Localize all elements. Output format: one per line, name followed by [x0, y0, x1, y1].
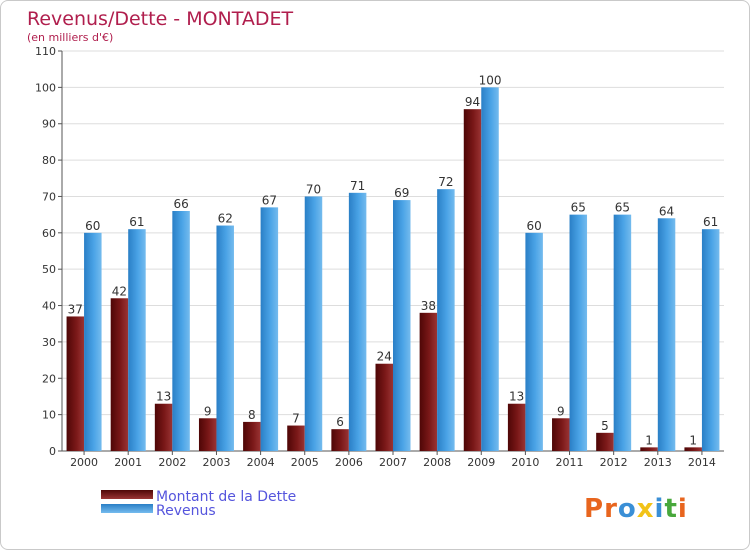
data-label: 1 — [689, 433, 697, 447]
data-label: 72 — [438, 175, 453, 189]
data-label: 7 — [292, 412, 300, 426]
x-tick-label: 2008 — [423, 456, 451, 469]
data-label: 5 — [601, 419, 609, 433]
y-tick-label: 40 — [42, 300, 56, 313]
data-label: 8 — [248, 408, 256, 422]
bar-revenus — [84, 232, 102, 451]
x-tick-label: 2006 — [335, 456, 363, 469]
data-label: 70 — [306, 182, 321, 196]
y-tick-label: 10 — [42, 409, 56, 422]
bar-revenus — [348, 192, 367, 451]
data-label: 37 — [68, 302, 83, 316]
bar-dette — [596, 432, 614, 451]
y-tick-label: 110 — [35, 45, 56, 58]
data-label: 1 — [645, 433, 653, 447]
y-tick-label: 80 — [42, 154, 56, 167]
y-tick-label: 60 — [42, 227, 56, 240]
chart-title: Revenus/Dette - MONTADET — [27, 8, 294, 30]
x-tick-label: 2013 — [644, 456, 672, 469]
y-tick-label: 50 — [42, 263, 56, 276]
data-label: 100 — [479, 73, 502, 87]
data-label: 61 — [129, 215, 144, 229]
y-tick-label: 20 — [42, 372, 56, 385]
bar-revenus — [657, 218, 676, 451]
bar-dette — [243, 421, 261, 451]
x-tick-label: 2010 — [511, 456, 539, 469]
bar-revenus — [260, 207, 279, 451]
data-label: 13 — [509, 390, 524, 404]
proxiti-logo: Proxiti — [584, 494, 688, 524]
data-label: 94 — [465, 95, 480, 109]
y-tick-label: 30 — [42, 336, 56, 349]
x-tick-label: 2005 — [291, 456, 319, 469]
x-tick-label: 2011 — [556, 456, 584, 469]
bar-revenus — [437, 189, 455, 451]
bar-dette — [110, 298, 129, 451]
data-label: 65 — [571, 201, 586, 215]
data-label: 66 — [173, 197, 188, 211]
bar-dette — [463, 109, 482, 451]
bar-dette — [507, 403, 526, 451]
bar-revenus — [216, 225, 234, 451]
bar-revenus — [701, 229, 720, 451]
x-tick-label: 2009 — [467, 456, 495, 469]
data-label: 6 — [336, 415, 344, 429]
data-label: 69 — [394, 186, 409, 200]
data-label: 60 — [85, 219, 100, 233]
y-tick-label: 100 — [35, 81, 56, 94]
bar-revenus — [128, 229, 146, 451]
bar-revenus — [613, 214, 632, 451]
data-label: 24 — [377, 350, 392, 364]
data-label: 38 — [421, 299, 436, 313]
legend-swatch — [101, 504, 153, 513]
data-label: 42 — [112, 284, 127, 298]
data-label: 65 — [615, 201, 630, 215]
data-label: 9 — [557, 404, 565, 418]
y-tick-label: 90 — [42, 118, 56, 131]
x-tick-label: 2002 — [158, 456, 186, 469]
bar-dette — [684, 447, 702, 451]
chart-subtitle: (en milliers d'€) — [27, 31, 113, 44]
x-tick-label: 2004 — [247, 456, 275, 469]
y-tick-label: 70 — [42, 190, 56, 203]
legend-swatch — [101, 490, 153, 499]
data-label: 9 — [204, 404, 212, 418]
bar-revenus — [304, 196, 323, 451]
bar-dette — [552, 418, 570, 451]
x-tick-label: 2014 — [688, 456, 716, 469]
data-label: 64 — [659, 204, 674, 218]
y-tick-label: 0 — [49, 445, 56, 458]
bar-dette — [66, 316, 85, 451]
data-label: 13 — [156, 390, 171, 404]
bar-dette — [419, 312, 438, 451]
bar-revenus — [525, 232, 543, 451]
legend-label: Montant de la Dette — [156, 489, 296, 505]
bar-dette — [287, 425, 305, 451]
x-tick-label: 2003 — [202, 456, 230, 469]
data-label: 61 — [703, 215, 718, 229]
bar-dette — [331, 429, 349, 451]
bars: 3760200042612001136620029622003867200477… — [66, 73, 720, 469]
x-tick-label: 2001 — [114, 456, 142, 469]
bar-dette — [198, 418, 217, 451]
bar-revenus — [569, 214, 588, 451]
x-tick-label: 2007 — [379, 456, 407, 469]
data-label: 67 — [262, 193, 277, 207]
x-tick-label: 2000 — [70, 456, 98, 469]
bar-dette — [640, 447, 658, 451]
bar-revenus — [481, 87, 499, 451]
data-label: 60 — [527, 219, 542, 233]
data-label: 71 — [350, 179, 365, 193]
bar-revenus — [393, 200, 411, 451]
bar-dette — [154, 403, 173, 451]
bar-revenus — [172, 211, 190, 451]
x-tick-label: 2012 — [600, 456, 628, 469]
bar-dette — [375, 363, 393, 451]
data-label: 62 — [218, 212, 233, 226]
legend-label: Revenus — [156, 503, 216, 519]
